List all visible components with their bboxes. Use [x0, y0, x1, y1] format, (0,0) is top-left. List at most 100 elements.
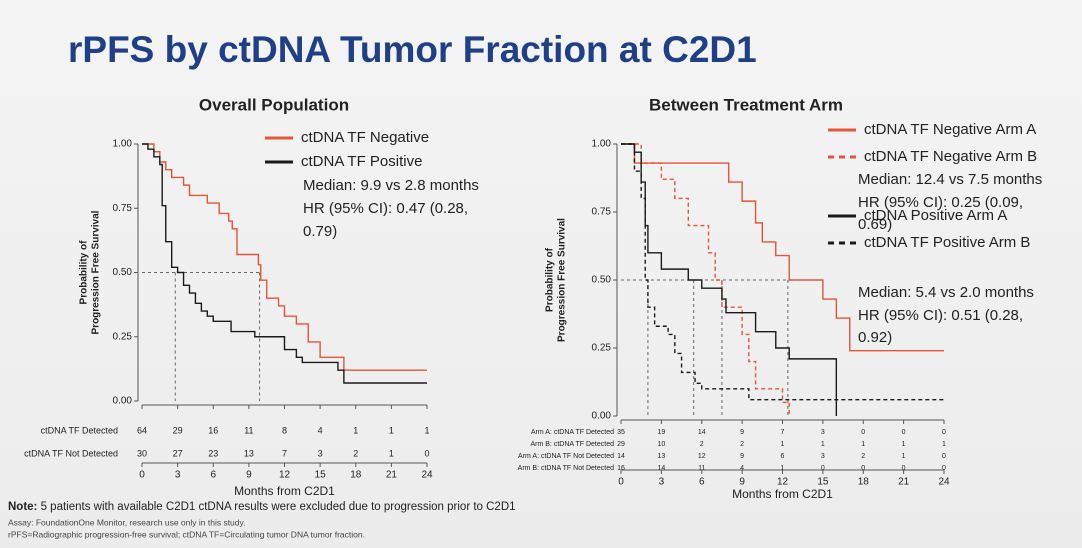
risk-count: 1	[821, 441, 825, 448]
risk-count: 10	[657, 441, 665, 448]
risk-count: 14	[617, 453, 625, 460]
x-tick-label: 12	[279, 470, 291, 481]
annotation: HR (95% CI): 0.25 (0.09,	[858, 194, 1023, 211]
x-tick-label: 18	[350, 470, 362, 481]
annotation: Median: 5.4 vs 2.0 months	[858, 284, 1034, 301]
risk-count: 6	[781, 453, 785, 460]
x-tick-label: 12	[777, 477, 789, 488]
y-tick-label: 0.50	[113, 267, 133, 278]
risk-label: Arm B: ctDNA TF Not Detected	[518, 465, 614, 472]
x-tick-label: 3	[659, 477, 665, 488]
risk-count: 1	[781, 441, 785, 448]
annotation: 0.79)	[303, 223, 337, 240]
x-tick-label: 21	[386, 470, 398, 481]
survival-curve	[142, 143, 427, 384]
chart-title: Between Treatment Arm	[649, 95, 843, 114]
risk-count: 1	[389, 448, 394, 458]
x-tick-label: 21	[898, 477, 910, 488]
annotation: HR (95% CI): 0.51 (0.28,	[858, 307, 1023, 324]
x-tick-label: 15	[315, 470, 327, 481]
legend-label: ctDNA Positive Arm A	[864, 207, 1007, 224]
risk-count: 13	[244, 448, 254, 458]
risk-count: 11	[244, 425, 253, 435]
risk-count: 3	[318, 448, 323, 458]
survival-curve	[621, 143, 790, 416]
risk-count: 14	[698, 429, 706, 436]
risk-count: 0	[861, 465, 865, 472]
y-tick-label: 0.25	[113, 331, 133, 342]
footnote: rPFS=Radiographic progression-free survi…	[8, 529, 365, 539]
legend-label: ctDNA TF Positive	[301, 153, 422, 170]
x-axis-label: Months from C2D1	[234, 484, 335, 498]
survival-curve	[621, 143, 838, 416]
risk-count: 29	[173, 425, 183, 435]
risk-count: 14	[657, 465, 665, 472]
risk-count: 3	[821, 429, 825, 436]
risk-count: 23	[208, 448, 218, 458]
risk-count: 3	[821, 453, 825, 460]
x-tick-label: 15	[817, 477, 829, 488]
risk-count: 1	[902, 441, 906, 448]
y-axis-label: Probability of	[79, 240, 90, 305]
risk-count: 35	[617, 429, 625, 436]
risk-count: 0	[942, 453, 946, 460]
x-tick-label: 3	[175, 470, 181, 481]
risk-count: 19	[657, 429, 665, 436]
chart-title: Overall Population	[199, 95, 349, 114]
y-tick-label: 1.00	[113, 139, 133, 150]
footnote: Assay: FoundationOne Monitor, research u…	[8, 517, 246, 527]
x-tick-label: 24	[938, 477, 950, 488]
risk-count: 7	[781, 429, 785, 436]
annotation: 0.92)	[858, 329, 892, 346]
risk-label: Arm A: ctDNA TF Not Detected	[518, 453, 614, 460]
risk-count: 1	[942, 441, 946, 448]
y-tick-label: 0.25	[592, 343, 612, 354]
y-axis-label: Progression Free Survival	[91, 210, 102, 334]
y-tick-label: 0.00	[592, 411, 612, 422]
note: Note: 5 patients with available C2D1 ctD…	[8, 501, 516, 513]
risk-count: 27	[173, 448, 183, 458]
risk-count: 2	[700, 441, 704, 448]
note-text: 5 patients with available C2D1 ctDNA res…	[41, 501, 516, 513]
risk-count: 0	[821, 465, 825, 472]
risk-count: 30	[137, 448, 147, 458]
annotation: Median: 12.4 vs 7.5 months	[858, 171, 1042, 188]
legend-label: ctDNA TF Negative Arm A	[864, 121, 1036, 138]
risk-count: 9	[740, 453, 744, 460]
risk-count: 2	[353, 448, 358, 458]
survival-curve	[142, 143, 427, 371]
risk-count: 11	[698, 465, 705, 472]
risk-count: 1	[389, 425, 394, 435]
risk-count: 64	[137, 425, 147, 435]
x-tick-label: 0	[618, 477, 624, 488]
risk-count: 7	[282, 448, 287, 458]
risk-count: 4	[740, 465, 744, 472]
risk-count: 0	[902, 465, 906, 472]
legend-label: ctDNA TF Negative Arm B	[864, 148, 1037, 165]
x-tick-label: 9	[246, 470, 252, 481]
risk-count: 2	[740, 441, 744, 448]
survival-curve	[621, 143, 944, 401]
risk-count: 0	[942, 429, 946, 436]
risk-count: 8	[282, 425, 287, 435]
y-tick-label: 0.50	[592, 275, 612, 286]
risk-count: 2	[861, 453, 865, 460]
risk-count: 0	[861, 429, 865, 436]
risk-count: 0	[902, 429, 906, 436]
y-tick-label: 0.00	[113, 396, 133, 407]
x-axis-label: Months from C2D1	[732, 487, 833, 501]
x-tick-label: 6	[699, 477, 705, 488]
x-tick-label: 9	[739, 477, 745, 488]
risk-count: 16	[617, 465, 625, 472]
risk-count: 0	[942, 465, 946, 472]
risk-label: Arm B: ctDNA TF Detected	[530, 441, 614, 448]
risk-count: 29	[617, 441, 625, 448]
annotation: HR (95% CI): 0.47 (0.28,	[303, 200, 468, 217]
x-tick-label: 18	[858, 477, 870, 488]
risk-count: 1	[902, 453, 906, 460]
annotation: Median: 9.9 vs 2.8 months	[303, 177, 479, 194]
legend-label: ctDNA TF Positive Arm B	[864, 234, 1030, 251]
survival-curve	[621, 143, 944, 352]
risk-label: Arm A: ctDNA TF Detected	[531, 429, 614, 436]
